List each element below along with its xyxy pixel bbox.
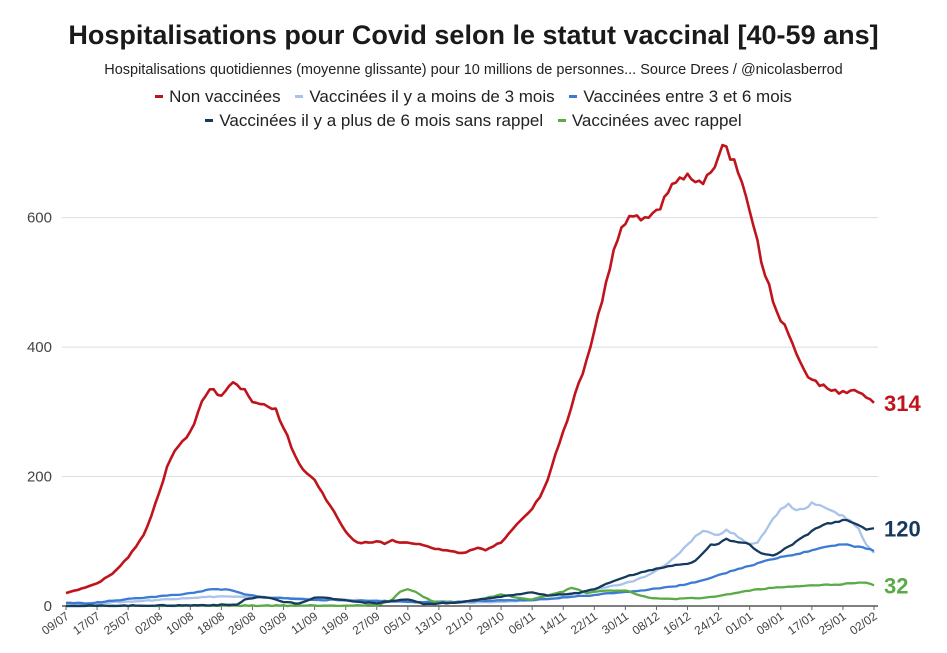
legend-swatch [205, 119, 214, 123]
series-line-1 [65, 501, 875, 606]
y-tick-label: 400 [27, 339, 52, 356]
legend-item-3-6-mois[interactable]: Vaccinées entre 3 et 6 mois [569, 87, 792, 107]
legend-label: Vaccinées il y a moins de 3 mois [309, 87, 555, 106]
x-tick-label: 06/11 [506, 609, 538, 637]
legend-row-2: Vaccinées il y a plus de 6 mois sans rap… [0, 111, 947, 131]
x-tick-label: 02/08 [132, 609, 165, 638]
x-tick-label: 25/01 [816, 609, 849, 638]
y-tick-label: 600 [27, 210, 52, 227]
x-tick-label: 30/11 [599, 609, 631, 637]
y-axis: 0 200 400 600 [27, 210, 52, 615]
x-tick-label: 13/10 [412, 609, 445, 638]
series-line-3 [66, 518, 875, 608]
legend-swatch [295, 95, 304, 99]
legend-label: Vaccinées entre 3 et 6 mois [583, 87, 792, 106]
x-tick-label: 10/08 [163, 609, 196, 638]
x-axis: 09/0717/0725/0702/0810/0818/0826/0803/09… [39, 606, 880, 638]
chart-title: Hospitalisations pour Covid selon le sta… [68, 20, 879, 50]
x-tick-label: 26/08 [226, 609, 259, 638]
y-tick-label: 0 [44, 598, 52, 615]
legend-item-plus-6-mois[interactable]: Vaccinées il y a plus de 6 mois sans rap… [205, 111, 543, 131]
legend-item-avec-rappel[interactable]: Vaccinées avec rappel [557, 111, 742, 131]
x-tick-label: 17/01 [785, 609, 818, 638]
legend-item-moins-3-mois[interactable]: Vaccinées il y a moins de 3 mois [295, 87, 555, 107]
x-tick-label: 02/02 [847, 609, 880, 638]
x-tick-label: 03/09 [257, 609, 290, 638]
x-tick-label: 01/01 [723, 609, 756, 638]
legend-row-1: Non vaccinées Vaccinées il y a moins de … [0, 87, 947, 107]
chart-subtitle: Hospitalisations quotidiennes (moyenne g… [104, 62, 843, 78]
x-tick-label: 09/01 [754, 609, 787, 638]
legend-label: Vaccinées il y a plus de 6 mois sans rap… [219, 111, 544, 130]
x-tick-label: 21/10 [443, 609, 476, 638]
x-tick-label: 16/12 [661, 609, 694, 638]
x-tick-label: 19/09 [319, 609, 352, 638]
x-tick-label: 11/09 [288, 609, 320, 637]
x-tick-label: 27/09 [350, 609, 383, 638]
series-line-0 [65, 143, 875, 595]
series-lines [65, 143, 875, 608]
x-tick-label: 29/10 [474, 609, 507, 638]
y-tick-label: 200 [27, 469, 52, 486]
x-tick-label: 18/08 [194, 609, 227, 638]
end-label-0: 314 [884, 391, 921, 416]
grid-lines [62, 217, 878, 607]
legend-swatch [557, 119, 566, 123]
legend-label: Non vaccinées [169, 87, 281, 106]
end-labels: 32 120 314 [884, 391, 921, 599]
x-tick-label: 14/11 [537, 609, 569, 637]
legend-swatch [155, 95, 164, 99]
x-tick-label: 25/07 [101, 609, 134, 638]
series-line-2 [66, 543, 875, 605]
legend-item-non-vaccinees[interactable]: Non vaccinées [155, 87, 281, 107]
end-label-3: 120 [884, 516, 921, 541]
x-tick-label: 05/10 [381, 609, 414, 638]
x-tick-label: 17/07 [70, 609, 103, 638]
legend-swatch [569, 95, 578, 99]
end-label-4: 32 [884, 573, 908, 598]
x-tick-label: 24/12 [692, 609, 725, 638]
legend-label: Vaccinées avec rappel [571, 111, 742, 130]
x-tick-label: 22/11 [568, 609, 600, 637]
x-tick-label: 08/12 [630, 609, 663, 638]
